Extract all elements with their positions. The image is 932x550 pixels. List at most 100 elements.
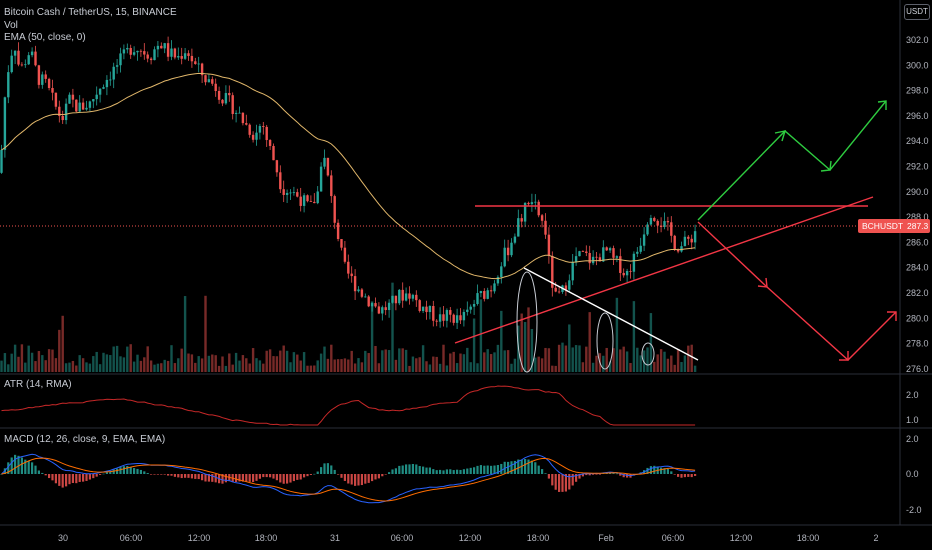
candle-body — [418, 300, 421, 311]
candle-body — [401, 289, 404, 301]
macd-histogram-bar — [405, 464, 408, 474]
candle-body — [71, 94, 75, 100]
volume-bar — [578, 345, 581, 372]
candle-body — [449, 310, 452, 315]
volume-bar — [690, 344, 693, 372]
macd-histogram-bar — [292, 474, 295, 482]
volume-bar — [591, 362, 595, 372]
candle-body — [234, 112, 238, 114]
macd-histogram-bar — [85, 474, 88, 481]
volume-bar — [296, 354, 299, 372]
candle-body — [285, 192, 289, 195]
candle-body — [523, 202, 527, 222]
candle-body — [646, 224, 649, 235]
volume-bar — [190, 354, 194, 372]
macd-histogram-bar — [160, 474, 163, 475]
time-tick-label: 2 — [873, 533, 878, 543]
macd-histogram-bar — [554, 474, 557, 490]
macd-histogram-bar — [224, 474, 227, 483]
macd-histogram-bar — [544, 473, 547, 474]
macd-histogram-bar — [184, 474, 187, 478]
candle-body — [411, 294, 415, 299]
macd-histogram-bar — [299, 474, 302, 480]
candle-body — [211, 79, 214, 84]
candle-body — [95, 94, 98, 100]
candle-body — [404, 293, 408, 301]
macd-histogram-bar — [17, 455, 20, 474]
volume-bar — [170, 345, 173, 372]
candle-body — [585, 251, 588, 254]
price-tick-label: 288.0 — [906, 212, 929, 222]
macd-histogram-bar — [670, 471, 673, 474]
volume-bar — [44, 360, 47, 372]
volume-bar — [71, 360, 75, 372]
volume-bar — [455, 363, 459, 372]
macd-histogram-bar — [473, 467, 476, 474]
candle-body — [530, 202, 534, 205]
candle-body — [425, 306, 428, 313]
candle-body — [496, 277, 500, 284]
macd-histogram-bar — [337, 474, 340, 475]
candle-body — [629, 271, 632, 272]
volume-bar — [673, 364, 676, 372]
volume-bar — [224, 365, 228, 372]
volume-bar — [377, 363, 381, 372]
volume-bar — [547, 348, 551, 372]
candle-body — [112, 66, 115, 80]
macd-histogram-bar — [330, 465, 333, 474]
volume-bar — [289, 362, 292, 372]
volume-bar — [476, 363, 479, 372]
macd-histogram-bar — [527, 459, 530, 474]
candle-body — [387, 302, 391, 311]
price-axis[interactable]: 302.0 300.0 298.0 296.0 294.0 292.0 290.0 288.0… — [906, 35, 929, 374]
volume-bar — [503, 350, 506, 372]
volume-bar — [54, 358, 58, 372]
volume-ellipse — [596, 312, 614, 370]
macd-histogram-bar — [459, 469, 462, 474]
macd-histogram-bar — [561, 474, 564, 492]
macd-histogram-bar — [598, 474, 601, 475]
time-axis[interactable]: 30 06:00 12:00 18:00 31 06:00 12:00 18:00 Feb 06:… — [58, 533, 879, 543]
volume-bar — [214, 355, 217, 372]
volume-bar — [105, 354, 109, 372]
macd-histogram-bar — [568, 474, 571, 490]
volume-bar — [153, 364, 156, 372]
macd-histogram-bar — [129, 467, 132, 474]
volume-bar — [649, 313, 653, 372]
volume-bar — [68, 362, 71, 372]
volume-bar — [98, 364, 102, 372]
price-tick-label: 300.0 — [906, 60, 929, 70]
candle-body — [598, 257, 602, 262]
atr-tick-label: 1.0 — [906, 415, 919, 425]
candle-body — [615, 256, 619, 258]
volume-bar — [228, 353, 231, 372]
candle-body — [554, 287, 557, 292]
trend-drawings[interactable] — [454, 100, 897, 373]
candle-body — [183, 53, 187, 59]
candle-body — [642, 234, 646, 246]
volume-bar — [180, 348, 183, 372]
candle-body — [47, 78, 51, 88]
currency-button[interactable]: USDT — [904, 4, 930, 20]
macd-histogram-bar — [71, 474, 74, 483]
volume-bar — [432, 356, 435, 372]
macd-histogram-bar — [581, 474, 584, 477]
volume-bar — [428, 364, 432, 372]
volume-bar — [479, 299, 483, 372]
volume-bar — [544, 347, 547, 372]
volume-bar — [595, 355, 598, 372]
candle-body — [37, 65, 41, 85]
candle-body — [659, 225, 663, 228]
volume-bar — [666, 358, 670, 372]
macd-histogram-bar — [418, 466, 421, 474]
candle-body — [126, 47, 129, 50]
volume-bar — [425, 361, 428, 372]
volume-bar — [139, 360, 143, 372]
macd-histogram-bar — [14, 454, 17, 474]
candle-body — [187, 53, 190, 56]
candle-body — [323, 157, 326, 167]
volume-label: Vol — [4, 20, 18, 31]
volume-bar — [136, 354, 139, 372]
volume-bar — [367, 353, 370, 372]
